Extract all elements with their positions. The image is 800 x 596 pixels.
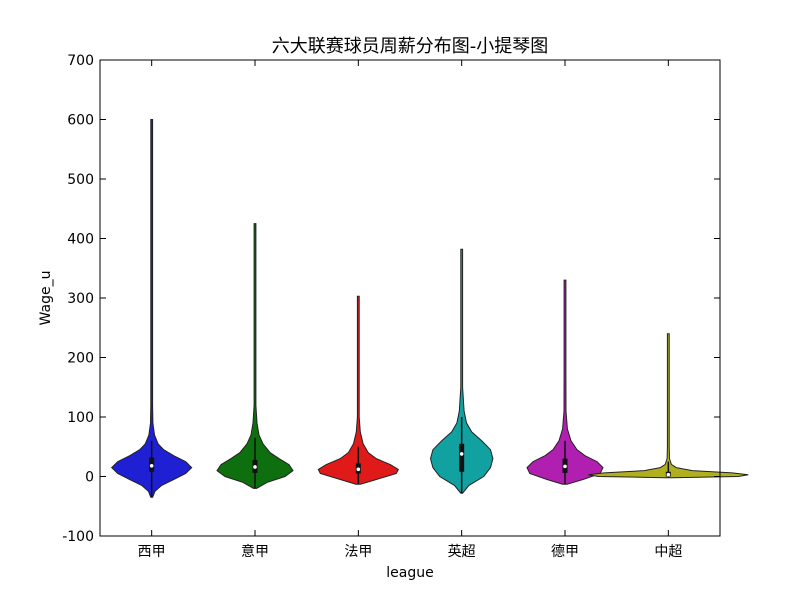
- y-tick-label: 600: [67, 113, 94, 129]
- x-tick-label: 法甲: [344, 544, 372, 560]
- y-tick-label: 500: [67, 172, 94, 188]
- y-axis-label: Wage_u: [38, 271, 54, 326]
- x-tick-label: 英超: [448, 543, 476, 560]
- x-axis-label: league: [386, 565, 433, 581]
- plot-frame: [99, 59, 721, 537]
- violin-median: [253, 465, 257, 469]
- violin-median: [666, 472, 671, 477]
- y-tick-label: 300: [67, 291, 94, 307]
- violin-median: [563, 464, 567, 469]
- y-tick-label: -100: [62, 529, 94, 545]
- x-tick-label: 中超: [654, 544, 682, 560]
- y-tick-label: 200: [67, 351, 94, 367]
- violin-意甲: [216, 223, 294, 489]
- violin-德甲: [526, 279, 604, 485]
- violin-median: [459, 452, 464, 456]
- x-tick-label: 意甲: [241, 543, 269, 560]
- y-tick-label: 100: [67, 410, 94, 426]
- x-axis: 西甲 意甲 法甲 英超 德甲 中超: [138, 60, 682, 560]
- x-tick-label: 西甲: [138, 544, 166, 560]
- x-tick-label: 德甲: [551, 544, 579, 560]
- y-axis: -100 0 100 200 300 400 500 600 700: [62, 53, 720, 545]
- violin-median: [149, 463, 154, 468]
- violin-median: [356, 467, 361, 472]
- violin-iqr-box: [459, 443, 465, 472]
- y-tick-label: 400: [67, 232, 94, 248]
- violins-group: [110, 119, 749, 498]
- y-tick-label: 700: [67, 53, 94, 69]
- violin-英超: [429, 248, 494, 494]
- violin-中超: [588, 333, 749, 479]
- violin-西甲: [110, 119, 193, 498]
- y-tick-label: 0: [85, 470, 94, 486]
- chart-title: 六大联赛球员周薪分布图-小提琴图: [272, 36, 549, 57]
- violin-法甲: [317, 295, 399, 485]
